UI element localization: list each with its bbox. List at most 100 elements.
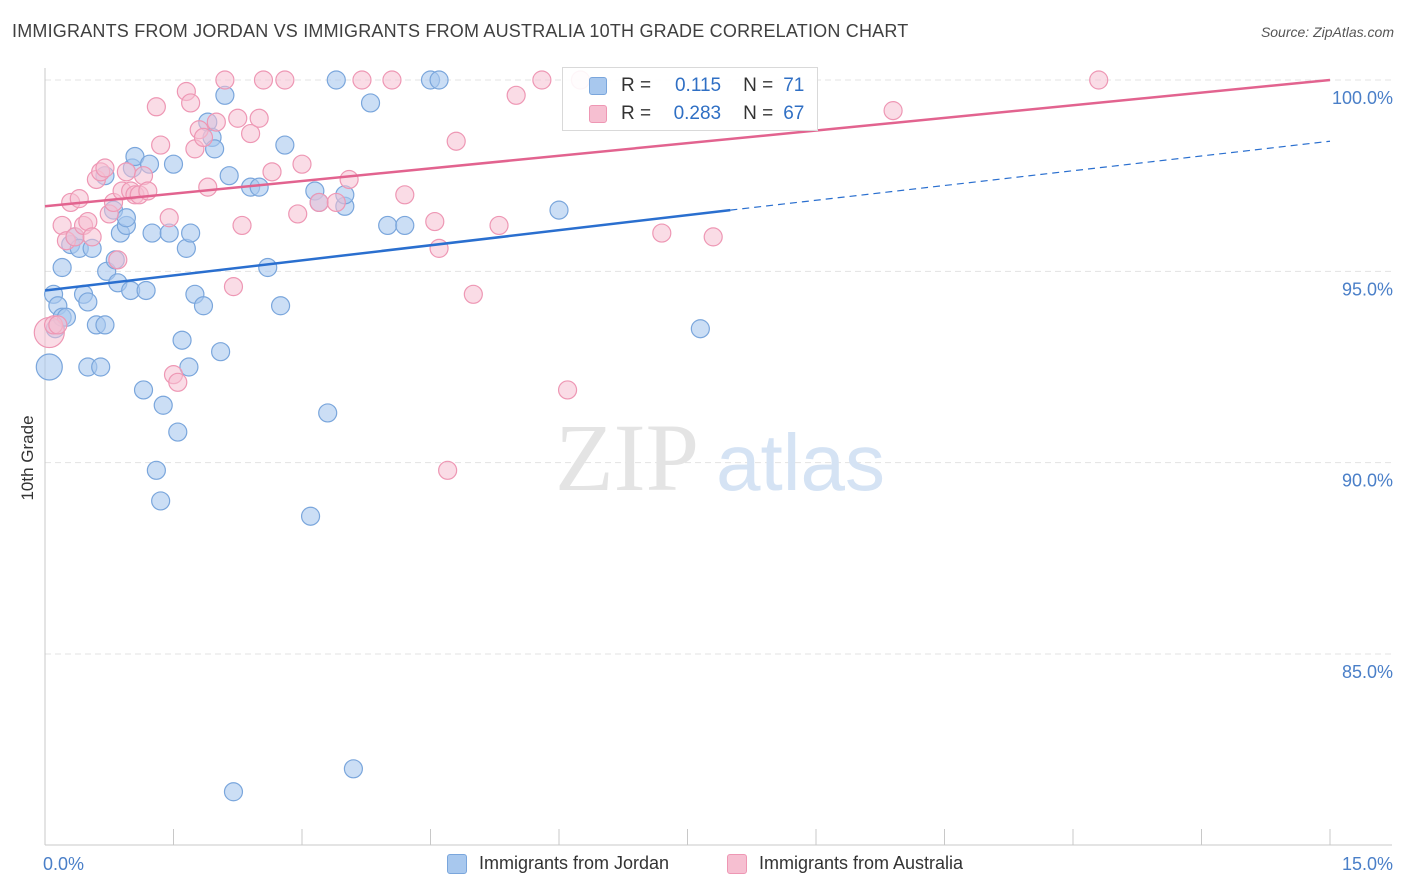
jordan-n-value: 71: [783, 75, 805, 96]
australia-series: [33, 70, 1109, 480]
australia-trend-line: [44, 78, 1331, 208]
australia-point: [215, 70, 235, 90]
australia-point: [262, 162, 282, 182]
jordan-point: [193, 296, 214, 316]
australia-point: [326, 192, 346, 213]
jordan-point: [35, 353, 63, 381]
x-tick-label: 15.0%: [1342, 854, 1393, 874]
y-tick-label: 100.0%: [1332, 88, 1393, 108]
jordan-point: [78, 292, 98, 312]
australia-point: [241, 123, 261, 144]
legend-row-jordan: R = 0.115 N = 71: [563, 73, 804, 99]
legend-n-label: N =: [743, 75, 774, 96]
trend-lines: [44, 78, 1331, 292]
australia-point: [48, 315, 68, 335]
australia-point: [532, 70, 552, 90]
jordan-point: [360, 93, 381, 113]
jordan-point: [142, 223, 162, 243]
jordan-point: [318, 403, 338, 423]
jordan-point: [395, 215, 415, 236]
australia-swatch: [589, 105, 607, 123]
australia-point: [352, 70, 372, 90]
jordan-point: [429, 70, 449, 90]
legend-row-australia: R = 0.283 N = 67: [563, 101, 804, 127]
jordan-point: [153, 395, 173, 415]
jordan-trend-line: [44, 208, 731, 292]
jordan-point: [116, 208, 136, 228]
australia-point: [228, 108, 248, 128]
y-tick-label: 95.0%: [1342, 279, 1393, 299]
jordan-point: [133, 380, 154, 400]
tick-labels: 85.0% 90.0% 95.0% 100.0% 0.0% 15.0%: [43, 88, 1393, 874]
y-tick-label: 90.0%: [1342, 471, 1393, 491]
jordan-r-value: 0.115: [674, 75, 722, 96]
jordan-point: [172, 330, 192, 350]
jordan-point: [270, 296, 291, 316]
australia-legend-label: Immigrants from Australia: [759, 853, 964, 873]
legend-n-label: N =: [743, 103, 774, 124]
jordan-point: [136, 280, 156, 301]
legend-r-label: R =: [621, 103, 652, 124]
jordan-trend-extension: [730, 140, 1331, 211]
jordan-point: [223, 782, 244, 802]
jordan-point: [211, 342, 231, 362]
jordan-swatch: [589, 77, 607, 95]
australia-point: [309, 192, 329, 213]
axes: [44, 68, 1392, 846]
legend-r-label: R =: [621, 75, 652, 96]
australia-point: [151, 135, 171, 155]
australia-point: [69, 189, 89, 209]
australia-point: [557, 380, 578, 400]
australia-point: [395, 185, 415, 205]
australia-point: [275, 70, 295, 90]
jordan-point: [343, 759, 363, 779]
jordan-point: [275, 135, 295, 155]
y-tick-label: 85.0%: [1342, 662, 1393, 682]
watermark-atlas: atlas: [716, 418, 885, 507]
jordan-point: [181, 223, 201, 243]
australia-point: [446, 131, 466, 151]
chart-source: Source: ZipAtlas.com: [1260, 24, 1394, 40]
australia-point: [116, 162, 136, 182]
x-tick-label: 0.0%: [43, 854, 84, 874]
jordan-point: [179, 357, 199, 377]
australia-point: [292, 154, 312, 174]
jordan-point: [378, 215, 398, 236]
australia-point: [489, 215, 509, 236]
correlation-legend: R = 0.115 N = 71 R = 0.283 N = 67: [562, 67, 818, 131]
australia-point: [181, 93, 201, 113]
australia-point: [223, 277, 244, 297]
australia-point: [159, 208, 179, 228]
jordan-point: [52, 257, 72, 278]
y-axis-label: 10th Grade: [18, 415, 37, 501]
jordan-point: [690, 319, 710, 339]
australia-point: [249, 108, 269, 128]
jordan-point: [219, 166, 239, 186]
australia-point: [198, 177, 218, 197]
jordan-point: [258, 257, 278, 278]
australia-point: [108, 250, 128, 270]
australia-point: [438, 460, 458, 480]
australia-point: [193, 127, 214, 147]
watermark: ZIP atlas: [555, 404, 885, 511]
australia-point: [1089, 70, 1109, 90]
australia-point: [82, 227, 102, 247]
jordan-series: [35, 70, 710, 802]
australia-point: [146, 97, 166, 117]
jordan-point: [168, 422, 188, 442]
legend-item-jordan: Immigrants from Jordan: [447, 853, 669, 874]
jordan-point: [163, 154, 184, 174]
australia-point: [506, 85, 526, 105]
series-legend: Immigrants from Jordan Immigrants from A…: [0, 853, 1406, 877]
watermark-zip: ZIP: [555, 404, 699, 511]
australia-point: [652, 223, 672, 243]
australia-point: [382, 70, 402, 90]
australia-point: [883, 101, 903, 121]
chart-title: IMMIGRANTS FROM JORDAN VS IMMIGRANTS FRO…: [12, 21, 909, 41]
australia-point: [232, 215, 252, 236]
australia-point: [703, 227, 723, 247]
jordan-legend-swatch: [447, 853, 467, 874]
jordan-point: [146, 460, 166, 480]
australia-legend-swatch: [727, 853, 747, 874]
jordan-legend-label: Immigrants from Jordan: [479, 853, 670, 873]
